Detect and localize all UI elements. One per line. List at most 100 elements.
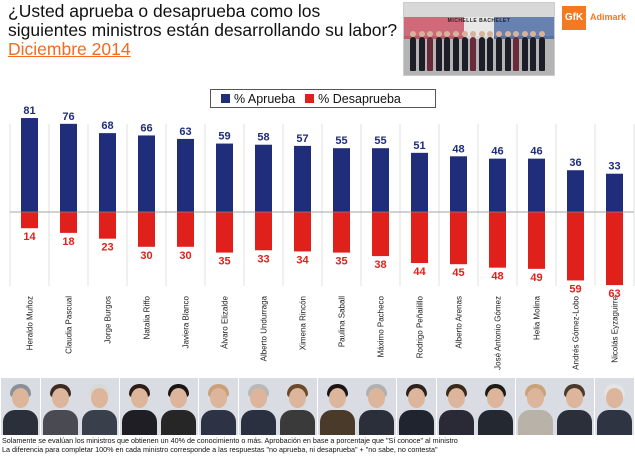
portrait-face: [487, 388, 505, 408]
portrait-body: [201, 410, 236, 435]
legend-item-disapprove: % Desaprueba: [305, 92, 401, 106]
data-label-disapprove: 38: [374, 259, 386, 271]
bar-disapprove: [255, 212, 272, 251]
portrait-body: [557, 410, 593, 435]
category-label: Helia Molina: [533, 295, 542, 340]
cabinet-photo: MICHELLE BACHELET: [403, 2, 555, 76]
minister-portrait: [515, 378, 555, 435]
portrait-face: [606, 388, 623, 408]
minister-portrait: [80, 378, 120, 435]
bar-disapprove: [567, 212, 584, 281]
bar-disapprove: [294, 212, 311, 252]
logo-brand: Adimark: [590, 12, 627, 22]
data-label-approve: 81: [23, 105, 35, 117]
portrait-face: [51, 388, 69, 408]
portrait-body: [3, 410, 38, 435]
bar-disapprove: [333, 212, 350, 253]
portrait-face: [12, 388, 29, 408]
data-label-disapprove: 49: [530, 272, 542, 284]
data-label-disapprove: 23: [101, 242, 113, 254]
category-label: Paulina Saball: [338, 296, 347, 347]
footnote-line-1: Solamente se evalúan los ministros que o…: [2, 436, 458, 445]
minister-portrait: [238, 378, 278, 435]
category-label: Javiera Blanco: [182, 295, 191, 348]
portrait-face: [368, 388, 386, 408]
data-label-approve: 46: [530, 146, 542, 158]
photo-person: [513, 31, 520, 71]
data-label-disapprove: 45: [452, 267, 464, 279]
category-label: Máximo Pacheco: [377, 295, 386, 357]
photo-person: [478, 31, 485, 71]
data-label-approve: 48: [452, 143, 464, 155]
data-label-disapprove: 63: [608, 288, 620, 300]
photo-person: [418, 31, 425, 71]
legend-swatch-approve: [221, 94, 230, 103]
portrait-face: [130, 388, 148, 408]
data-label-disapprove: 30: [179, 250, 191, 262]
data-label-disapprove: 35: [218, 256, 230, 268]
portrait-body: [319, 410, 355, 435]
bar-disapprove: [21, 212, 38, 229]
bar-approve: [216, 143, 233, 212]
data-label-approve: 46: [491, 146, 503, 158]
bar-disapprove: [138, 212, 155, 247]
photo-person: [427, 31, 434, 71]
photo-person: [444, 31, 451, 71]
data-label-approve: 55: [374, 135, 386, 147]
category-label: Ximena Rincón: [299, 296, 308, 350]
data-label-disapprove: 48: [491, 271, 503, 283]
portrait-body: [359, 410, 395, 435]
chart-legend: % Aprueba % Desaprueba: [210, 89, 436, 108]
minister-portrait: [119, 378, 159, 435]
legend-item-approve: % Aprueba: [221, 92, 295, 106]
data-label-approve: 51: [413, 140, 425, 152]
data-label-approve: 55: [335, 135, 347, 147]
bar-approve: [255, 144, 272, 212]
title-question: ¿Usted aprueba o desaprueba como los sig…: [8, 1, 398, 40]
data-label-approve: 66: [140, 122, 152, 134]
data-label-approve: 33: [608, 161, 620, 173]
portrait-body: [42, 410, 78, 435]
data-label-disapprove: 34: [296, 254, 309, 266]
data-label-approve: 63: [179, 126, 191, 138]
photo-person: [487, 31, 494, 71]
minister-portrait: [436, 378, 476, 435]
portrait-body: [517, 410, 553, 435]
portrait-face: [249, 388, 267, 408]
minister-portrait: [40, 378, 80, 435]
portrait-face: [328, 388, 346, 408]
portrait-body: [478, 410, 514, 435]
bar-approve: [294, 145, 311, 212]
portrait-face: [447, 388, 465, 408]
footnote-line-2: La diferencia para completar 100% en cad…: [2, 445, 438, 454]
bar-approve: [99, 133, 116, 212]
photo-person: [453, 31, 459, 71]
bar-approve: [333, 148, 350, 212]
portrait-body: [82, 410, 118, 435]
data-label-disapprove: 59: [569, 283, 581, 295]
minister-portrait: [555, 378, 595, 435]
minister-portrait: [317, 378, 357, 435]
approval-bar-chart: 81 14 Heraldo Muñoz 76 18 Claudia Pascual 68 23…: [9, 105, 635, 370]
data-label-approve: 36: [569, 157, 581, 169]
minister-portraits: [0, 378, 635, 436]
bar-approve: [450, 156, 467, 212]
portrait-body: [121, 410, 157, 435]
data-label-disapprove: 33: [257, 253, 269, 265]
data-label-disapprove: 44: [413, 266, 426, 278]
photo-caption: MICHELLE BACHELET: [447, 18, 511, 24]
data-label-approve: 57: [296, 133, 308, 145]
bar-approve: [606, 173, 623, 212]
data-label-approve: 58: [257, 132, 269, 144]
portrait-face: [526, 388, 544, 408]
bar-approve: [489, 158, 506, 212]
portrait-body: [280, 410, 316, 435]
bar-disapprove: [99, 212, 116, 239]
category-label: Alberto Undurraga: [260, 295, 269, 361]
category-label: Jorge Burgos: [104, 296, 113, 344]
bar-disapprove: [489, 212, 506, 268]
portrait-face: [210, 388, 227, 408]
category-label: Heraldo Muñoz: [26, 296, 35, 350]
gfk-adimark-logo: GfK Adimark: [562, 6, 634, 34]
chart-title: ¿Usted aprueba o desaprueba como los sig…: [8, 2, 398, 59]
